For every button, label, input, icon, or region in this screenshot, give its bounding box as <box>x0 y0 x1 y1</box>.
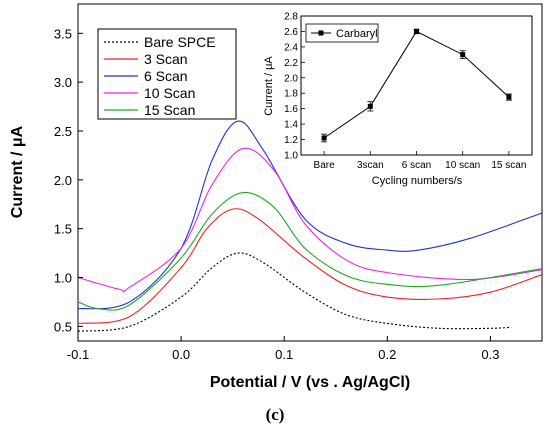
inset-y-tick-label: 2.2 <box>284 58 298 69</box>
inset-y-tick-label: 1.0 <box>284 151 298 162</box>
main-y-tick-label: 1.5 <box>54 222 72 237</box>
main-x-tick-label: 0.3 <box>481 347 499 362</box>
inset-y-tick-label: 1.8 <box>284 89 298 100</box>
inset-ticks-group: 1.0 1.2 1.4 1.6 1.8 2.0 2.2 2.4 2.6 2.8 Bare 3scan 6… <box>284 12 526 172</box>
inset-y-tick-label: 2.6 <box>284 27 298 38</box>
inset-data-point <box>460 52 466 58</box>
legend-label-15-scan: 15 Scan <box>144 102 195 118</box>
inset-y-axis-title: Current / μA <box>263 56 275 116</box>
inset-y-tick-label: 2.8 <box>284 12 298 23</box>
series-line-bare-spce <box>77 252 512 332</box>
main-y-tick-label: 2.5 <box>54 124 72 139</box>
legend-label-3-scan: 3 Scan <box>144 51 188 67</box>
inset-x-tick-label: 6 scan <box>402 160 431 171</box>
inset-y-tick-label: 1.2 <box>284 135 298 146</box>
series-line-3-scan <box>77 208 543 324</box>
inset-x-tick-label: Bare <box>314 160 336 171</box>
main-y-tick-label: 2.0 <box>54 173 72 188</box>
main-x-tick-label: 0.2 <box>378 347 396 362</box>
inset-y-tick-label: 2.0 <box>284 73 298 84</box>
figure-caption: (c) <box>266 405 285 424</box>
main-series-group <box>77 120 543 332</box>
inset-data-point <box>506 94 512 100</box>
inset-y-tick-label: 1.6 <box>284 104 298 115</box>
series-line-10-scan <box>77 147 543 292</box>
inset-chart: 1.0 1.2 1.4 1.6 1.8 2.0 2.2 2.4 2.6 2.8 Bare 3scan 6… <box>263 12 533 187</box>
main-ticks-group: -0.1 0.0 0.1 0.2 0.3 0.5 1.0 1.5 2.0 2.5 3.0 3.5 <box>54 26 500 362</box>
legend-label-10-scan: 10 Scan <box>144 85 195 101</box>
legend-label-6-scan: 6 Scan <box>144 68 188 84</box>
main-x-axis-title: Potential / V (vs . Ag/AgCl) <box>210 374 410 391</box>
inset-data-point <box>414 28 419 34</box>
main-y-tick-label: 1.0 <box>54 271 72 286</box>
inset-x-axis-title: Cycling numbers/s <box>372 175 463 187</box>
inset-x-tick-label: 3scan <box>357 160 384 171</box>
series-line-15-scan <box>77 191 543 311</box>
inset-y-tick-label: 1.4 <box>284 120 298 131</box>
inset-y-tick-label: 2.4 <box>284 42 298 53</box>
main-y-tick-label: 3.5 <box>54 26 72 41</box>
inset-x-tick-label: 15 scan <box>491 160 526 171</box>
main-x-tick-label: -0.1 <box>67 347 89 362</box>
inset-x-tick-label: 10 scan <box>445 160 480 171</box>
inset-data-point <box>367 103 373 109</box>
inset-legend-marker <box>318 30 324 36</box>
inset-series-group <box>321 28 512 143</box>
main-legend-frame <box>97 28 237 120</box>
main-x-tick-label: 0.1 <box>275 347 293 362</box>
inset-legend-frame <box>305 23 379 43</box>
main-y-axis-title: Current / μA <box>9 125 26 218</box>
inset-legend-label: Carbaryl <box>336 28 378 40</box>
main-x-tick-label: 0.0 <box>172 347 190 362</box>
main-y-tick-label: 3.0 <box>54 75 72 90</box>
main-y-tick-label: 0.5 <box>54 319 72 334</box>
inset-legend: Carbaryl <box>311 28 378 40</box>
inset-data-point <box>321 135 327 141</box>
legend-label-bare-spce: Bare SPCE <box>144 34 216 50</box>
